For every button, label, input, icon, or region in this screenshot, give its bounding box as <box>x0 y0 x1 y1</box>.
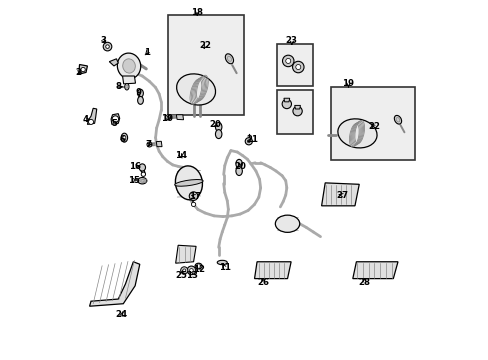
Circle shape <box>180 267 187 274</box>
Text: 19: 19 <box>342 80 354 89</box>
Circle shape <box>141 172 145 176</box>
Circle shape <box>112 116 119 122</box>
Bar <box>276 44 312 86</box>
Ellipse shape <box>195 263 202 269</box>
Ellipse shape <box>122 135 125 140</box>
Circle shape <box>165 115 170 120</box>
Circle shape <box>103 42 112 51</box>
Text: 18: 18 <box>191 8 203 17</box>
Text: 16: 16 <box>129 162 141 171</box>
Text: 11: 11 <box>218 264 230 273</box>
Text: 26: 26 <box>257 278 268 287</box>
Circle shape <box>189 269 193 272</box>
Polygon shape <box>87 108 97 125</box>
Ellipse shape <box>235 167 242 176</box>
Ellipse shape <box>393 116 401 124</box>
Circle shape <box>105 45 109 48</box>
Text: 15: 15 <box>128 176 140 185</box>
Circle shape <box>147 142 152 147</box>
Ellipse shape <box>215 130 222 139</box>
Text: 12: 12 <box>192 265 204 274</box>
Bar <box>330 87 414 160</box>
Polygon shape <box>175 245 196 263</box>
Bar <box>276 90 312 134</box>
Text: 8: 8 <box>115 82 121 91</box>
Ellipse shape <box>124 84 129 90</box>
Text: 20: 20 <box>234 162 245 171</box>
Text: 6: 6 <box>120 135 125 144</box>
Ellipse shape <box>235 159 242 168</box>
Ellipse shape <box>174 180 203 186</box>
Circle shape <box>189 192 198 201</box>
Polygon shape <box>254 262 290 279</box>
Text: 14: 14 <box>174 151 186 160</box>
Ellipse shape <box>176 74 215 105</box>
Text: 10: 10 <box>161 114 173 123</box>
Ellipse shape <box>215 122 222 131</box>
Polygon shape <box>321 183 359 206</box>
Circle shape <box>183 269 185 272</box>
Polygon shape <box>89 262 140 306</box>
Polygon shape <box>294 105 300 109</box>
Ellipse shape <box>117 53 141 79</box>
Ellipse shape <box>175 166 202 200</box>
Circle shape <box>292 61 304 73</box>
Ellipse shape <box>138 177 146 184</box>
Text: 13: 13 <box>185 270 197 279</box>
Ellipse shape <box>137 89 143 97</box>
Circle shape <box>196 264 201 268</box>
Ellipse shape <box>337 119 376 148</box>
Text: 2: 2 <box>75 68 81 77</box>
Ellipse shape <box>137 96 143 104</box>
Circle shape <box>244 138 252 145</box>
Text: 25: 25 <box>176 270 187 279</box>
Circle shape <box>88 120 93 125</box>
Polygon shape <box>156 141 162 147</box>
Circle shape <box>247 140 250 143</box>
Circle shape <box>285 58 290 63</box>
Polygon shape <box>111 114 120 125</box>
Polygon shape <box>79 64 87 74</box>
Bar <box>168 15 244 116</box>
Polygon shape <box>352 262 397 279</box>
Text: 9: 9 <box>136 87 142 96</box>
Text: 28: 28 <box>358 278 370 287</box>
Polygon shape <box>109 59 118 66</box>
Text: 17: 17 <box>188 192 201 201</box>
Text: 22: 22 <box>200 41 211 50</box>
Polygon shape <box>122 76 135 84</box>
Text: 3: 3 <box>101 36 107 45</box>
Text: 5: 5 <box>112 119 118 128</box>
Ellipse shape <box>275 215 299 232</box>
Text: 23: 23 <box>285 36 297 45</box>
Ellipse shape <box>225 54 233 64</box>
Circle shape <box>292 107 302 116</box>
Circle shape <box>187 266 195 275</box>
Ellipse shape <box>121 133 127 142</box>
Circle shape <box>282 99 291 109</box>
Text: 27: 27 <box>335 190 347 199</box>
Text: 7: 7 <box>145 140 151 149</box>
Polygon shape <box>284 98 289 102</box>
Circle shape <box>295 64 300 69</box>
Text: 24: 24 <box>116 310 128 319</box>
Text: 4: 4 <box>83 115 89 124</box>
Ellipse shape <box>139 164 145 171</box>
Ellipse shape <box>217 260 227 265</box>
Circle shape <box>191 202 195 207</box>
Text: 21: 21 <box>246 135 258 144</box>
Circle shape <box>282 55 293 67</box>
Text: 20: 20 <box>209 120 221 129</box>
Polygon shape <box>176 115 183 120</box>
Text: 22: 22 <box>367 122 380 131</box>
Circle shape <box>81 67 85 72</box>
Text: 1: 1 <box>143 48 150 57</box>
Ellipse shape <box>122 59 135 73</box>
